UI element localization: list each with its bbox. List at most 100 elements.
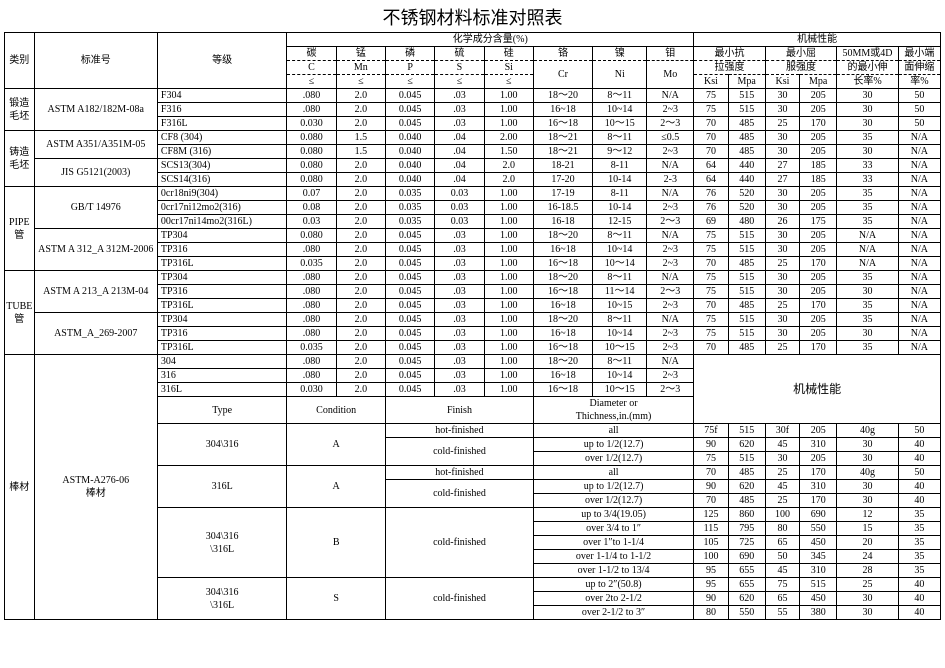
cell: 2～3 [647, 383, 694, 397]
standard-cell: JIS G5121(2003) [34, 159, 157, 187]
cell: SCS14(316) [157, 173, 286, 187]
cell: 170 [800, 117, 837, 131]
cell: 0.045 [385, 313, 434, 327]
cell: 0.045 [385, 299, 434, 313]
diameter-cell: all [533, 424, 693, 438]
hdr-mo2: Mo [647, 61, 694, 89]
cell: 0cr17ni12mo2(316) [157, 201, 286, 215]
cell: 35 [837, 201, 899, 215]
hdr-ni: 镍 [593, 47, 647, 61]
table-body: 锻造毛坯ASTM A182/182M-08aF304.0802.00.045.0… [5, 89, 941, 620]
table-row: ASTM A 312_A 312M-2006TP3040.0802.00.045… [5, 229, 941, 243]
cell: 170 [800, 299, 837, 313]
hdr-mn: 锰 [336, 47, 385, 61]
cell: 0.045 [385, 355, 434, 369]
type-cell: 304\316\316L [157, 578, 286, 620]
cell: 520 [728, 187, 765, 201]
hdr-s: 硫 [435, 47, 484, 61]
cell: 30 [837, 494, 899, 508]
hdr-c2: C [287, 61, 336, 75]
category-cell: 锻造毛坯 [5, 89, 35, 131]
cell: 30 [837, 117, 899, 131]
cell: 2.0 [336, 313, 385, 327]
cell: 95 [694, 578, 729, 592]
table-row: TUBE管ASTM A 213_A 213M-04TP304.0802.00.0… [5, 271, 941, 285]
cell: 0.045 [385, 383, 434, 397]
cell: 16~18 [533, 103, 592, 117]
cell: 0.035 [287, 341, 336, 355]
diameter-cell: over 1/2(12.7) [533, 494, 693, 508]
cell: 16～18 [533, 117, 592, 131]
cell: 520 [728, 201, 765, 215]
cell: 185 [800, 173, 837, 187]
finish-cell: cold-finished [385, 578, 533, 620]
hdr-sh1: 最小端 [898, 47, 940, 61]
cell: .03 [435, 257, 484, 271]
cell: 515 [728, 424, 765, 438]
cell: 30 [765, 313, 800, 327]
cell: 11～14 [593, 285, 647, 299]
condition-cell: A [287, 466, 386, 508]
cell: 0.045 [385, 117, 434, 131]
cell: 70 [694, 494, 729, 508]
cell: 35 [837, 271, 899, 285]
hdr-p2: P [385, 61, 434, 75]
cell: N/A [898, 187, 940, 201]
cell: 35 [837, 299, 899, 313]
cell: 70 [694, 466, 729, 480]
cell: 0.080 [287, 145, 336, 159]
cell: .080 [287, 369, 336, 383]
cell: CF8M (316) [157, 145, 286, 159]
cell: 26 [765, 215, 800, 229]
diameter-cell: up to 3/4(19.05) [533, 508, 693, 522]
cell: 18～21 [533, 145, 592, 159]
cell: 1.00 [484, 341, 533, 355]
standard-cell: ASTM A351/A351M-05 [34, 131, 157, 159]
cell: 17-20 [533, 173, 592, 187]
cell: 95 [694, 564, 729, 578]
cell: 0.045 [385, 89, 434, 103]
cell: .03 [435, 271, 484, 285]
cell: 725 [728, 536, 765, 550]
cell: 205 [800, 201, 837, 215]
cell: N/A [647, 187, 694, 201]
hdr-ext1: 50MM或4D [837, 47, 899, 61]
cell: 10～15 [593, 383, 647, 397]
cell: 0.045 [385, 103, 434, 117]
cell: 16~18 [533, 327, 592, 341]
cell: N/A [898, 229, 940, 243]
cell: .04 [435, 159, 484, 173]
cell: 30f [765, 424, 800, 438]
cell: 12 [837, 508, 899, 522]
diameter-cell: up to 1/2(12.7) [533, 438, 693, 452]
cell: 90 [694, 480, 729, 494]
standard-cell: ASTM A 312_A 312M-2006 [34, 229, 157, 271]
cell: 1.00 [484, 285, 533, 299]
cell: 0.045 [385, 257, 434, 271]
hdr-cr2: Cr [533, 61, 592, 89]
cell: .03 [435, 355, 484, 369]
table-row: PIPE管GB/T 149760cr18ni9(304)0.072.00.035… [5, 187, 941, 201]
table-row: ASTM_A_269-2007TP304.0802.00.045.031.001… [5, 313, 941, 327]
cell: 0.030 [287, 383, 336, 397]
cell: 16-18 [533, 215, 592, 229]
cell: 185 [800, 159, 837, 173]
cell: 24 [837, 550, 899, 564]
cell: 0.030 [287, 117, 336, 131]
table-row: JIS G5121(2003)SCS13(304)0.0802.00.040.0… [5, 159, 941, 173]
cell: 10~15 [593, 299, 647, 313]
cell: 2.0 [336, 383, 385, 397]
cell: TP316L [157, 341, 286, 355]
cell: N/A [898, 201, 940, 215]
cell: 30 [837, 438, 899, 452]
cell: 485 [728, 341, 765, 355]
hdr-mpa2: Mpa [800, 75, 837, 89]
cell: .03 [435, 327, 484, 341]
cell: 40 [898, 438, 940, 452]
cell: .03 [435, 229, 484, 243]
cell: TP304 [157, 229, 286, 243]
cell: 50 [898, 89, 940, 103]
cell: 70 [694, 117, 729, 131]
cell: .03 [435, 341, 484, 355]
hdr-ext3: 长率% [837, 75, 899, 89]
